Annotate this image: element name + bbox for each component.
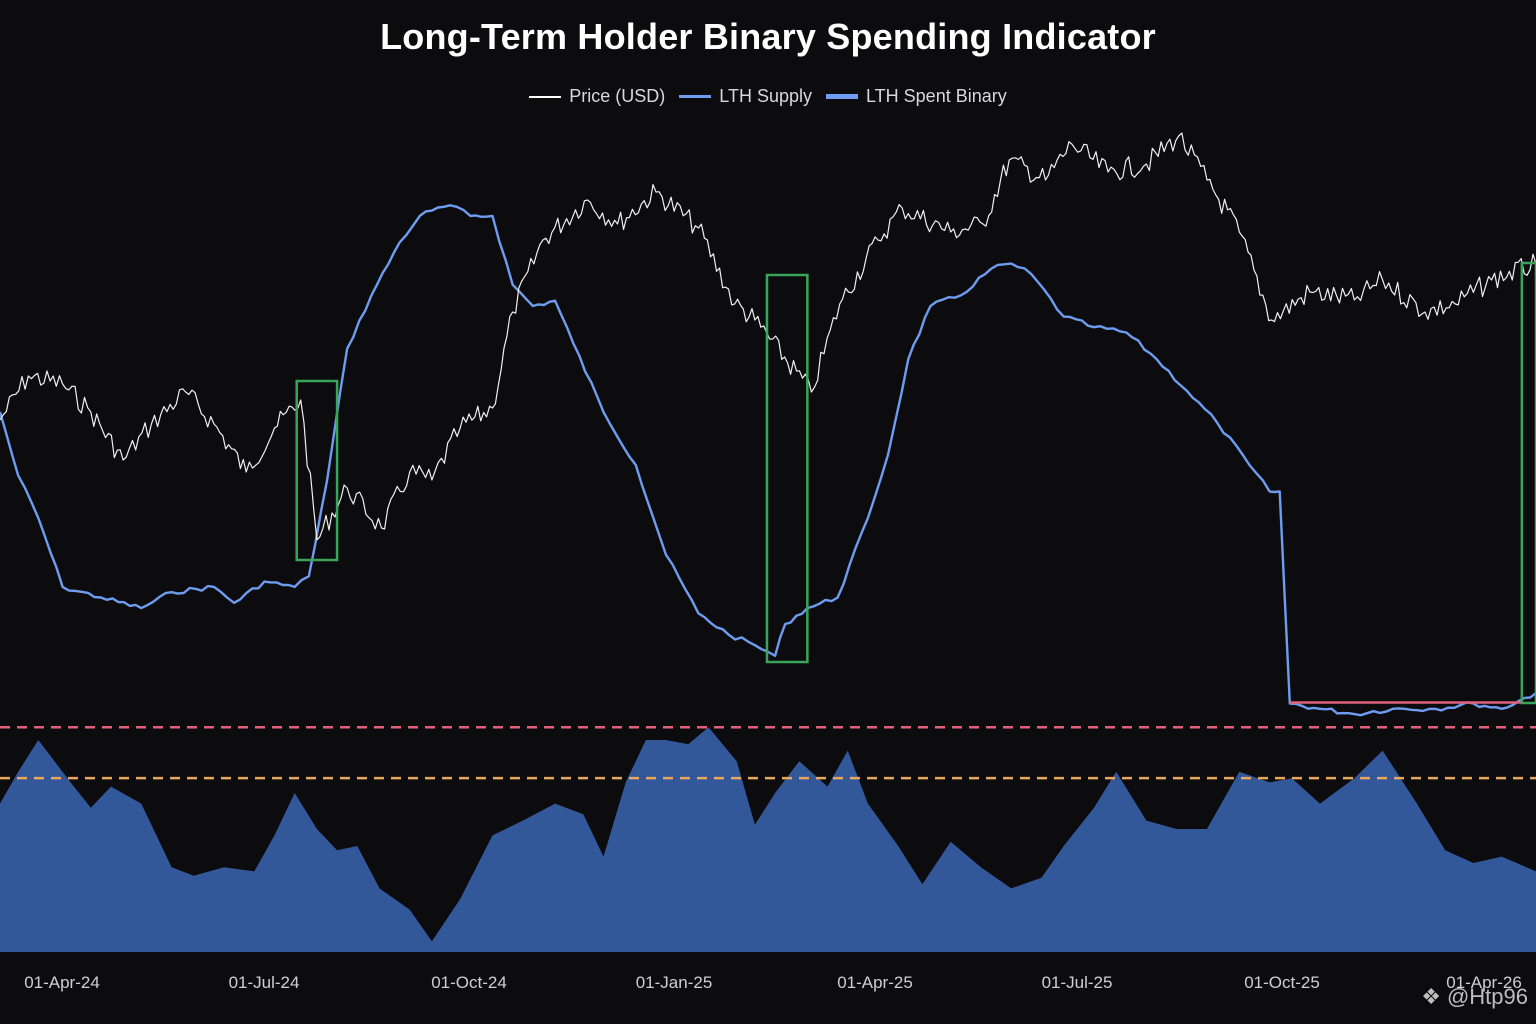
x-tick-label: 01-Apr-25 [837, 973, 913, 992]
series-lth-spent-binary-area [0, 727, 1536, 952]
x-tick-label: 01-Oct-25 [1244, 973, 1320, 992]
highlight-box-2 [765, 273, 809, 664]
legend-item-supply[interactable]: LTH Supply [679, 86, 812, 107]
chart-title: Long-Term Holder Binary Spending Indicat… [380, 16, 1156, 57]
legend-label-binary: LTH Spent Binary [866, 86, 1007, 106]
legend-item-binary[interactable]: LTH Spent Binary [826, 86, 1007, 107]
x-tick-label: 01-Oct-24 [431, 973, 507, 992]
watermark: ❖ @Htp96 [1421, 984, 1528, 1010]
legend-item-price[interactable]: Price (USD) [529, 86, 665, 107]
legend-swatch-binary [826, 94, 858, 99]
watermark-text: @Htp96 [1446, 984, 1528, 1009]
legend-label-price: Price (USD) [569, 86, 666, 106]
series-price-line [0, 132, 1536, 541]
legend: Price (USD) LTH Supply LTH Spent Binary [0, 86, 1536, 107]
highlight-box-1 [295, 379, 339, 562]
highlight-box-3 [1520, 261, 1536, 705]
x-tick-label: 01-Jul-25 [1042, 973, 1113, 992]
legend-swatch-supply [679, 95, 712, 98]
x-tick-label: 01-Apr-26 [1446, 973, 1522, 992]
x-tick-label: 01-Jan-25 [636, 973, 713, 992]
series-lth-supply-line [0, 204, 1536, 717]
x-tick-label: 01-Jul-24 [229, 973, 300, 992]
legend-label-supply: LTH Supply [719, 86, 812, 106]
binance-diamond-icon: ❖ [1421, 984, 1441, 1009]
legend-swatch-price [529, 95, 562, 98]
x-tick-label: 01-Apr-24 [24, 973, 100, 992]
